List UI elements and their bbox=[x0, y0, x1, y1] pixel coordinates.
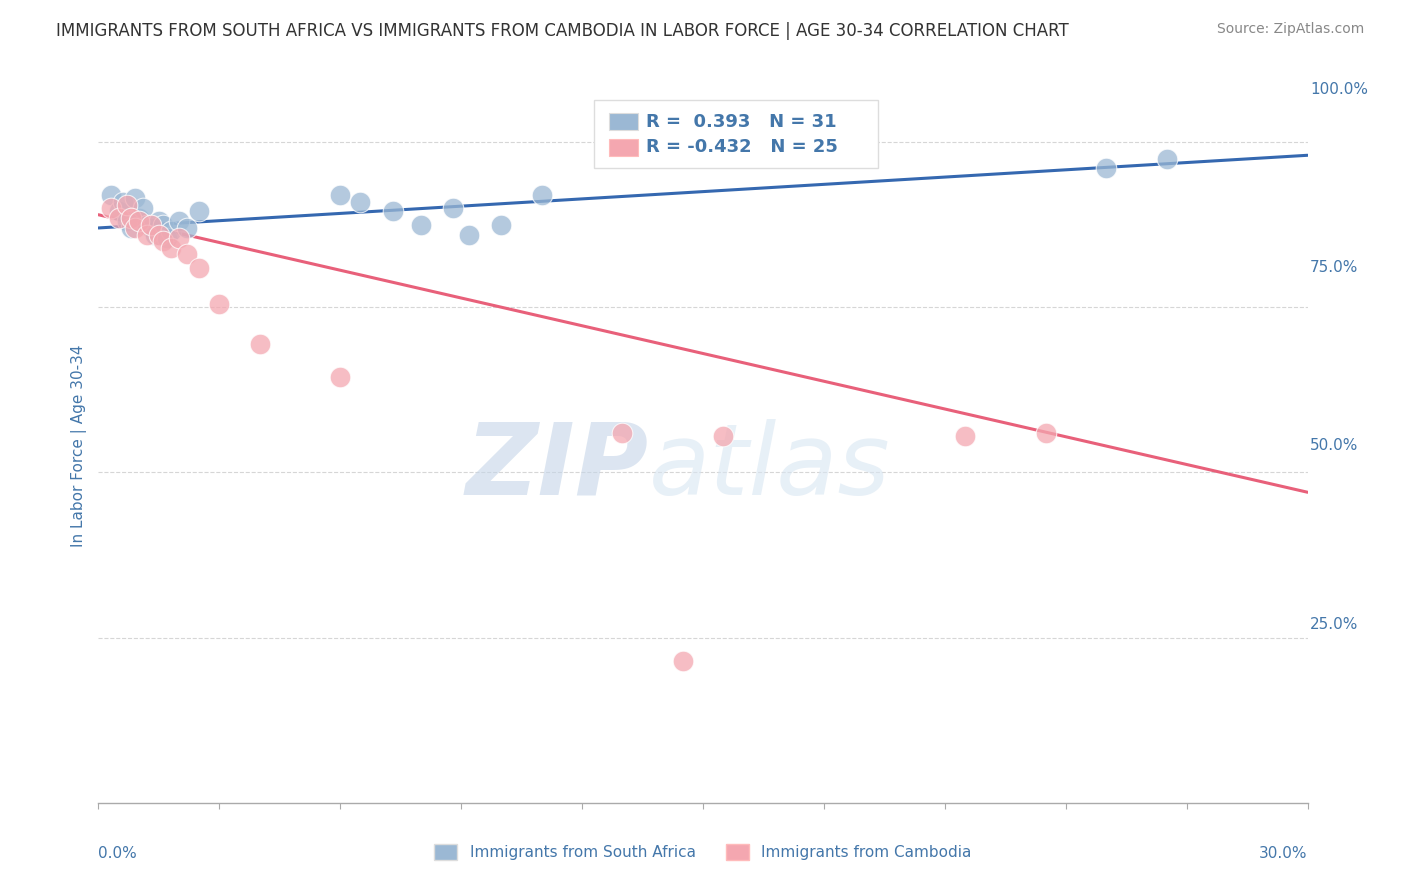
Text: R = -0.432   N = 25: R = -0.432 N = 25 bbox=[647, 138, 838, 156]
Point bbox=[612, 425, 634, 440]
FancyBboxPatch shape bbox=[609, 138, 638, 156]
Point bbox=[176, 221, 198, 235]
Point bbox=[458, 227, 481, 242]
Point bbox=[120, 211, 142, 225]
Text: ZIP: ZIP bbox=[465, 419, 648, 516]
Point bbox=[167, 231, 190, 245]
Point bbox=[208, 297, 231, 311]
Point bbox=[100, 188, 122, 202]
Text: atlas: atlas bbox=[648, 419, 890, 516]
Point bbox=[329, 188, 352, 202]
Point bbox=[148, 227, 170, 242]
Text: R =  0.393   N = 31: R = 0.393 N = 31 bbox=[647, 112, 837, 130]
Point bbox=[711, 429, 734, 443]
Point bbox=[139, 218, 162, 232]
Point bbox=[148, 214, 170, 228]
Point bbox=[135, 218, 157, 232]
Point bbox=[132, 201, 155, 215]
Point bbox=[176, 247, 198, 261]
Point bbox=[188, 204, 211, 219]
Point bbox=[152, 218, 174, 232]
Point bbox=[953, 429, 976, 443]
Text: IMMIGRANTS FROM SOUTH AFRICA VS IMMIGRANTS FROM CAMBODIA IN LABOR FORCE | AGE 30: IMMIGRANTS FROM SOUTH AFRICA VS IMMIGRAN… bbox=[56, 22, 1069, 40]
Text: 0.0%: 0.0% bbox=[98, 846, 138, 861]
Point bbox=[115, 214, 138, 228]
Legend: Immigrants from South Africa, Immigrants from Cambodia: Immigrants from South Africa, Immigrants… bbox=[429, 838, 977, 866]
Point bbox=[188, 260, 211, 275]
Point bbox=[135, 227, 157, 242]
Point bbox=[672, 654, 695, 668]
Point bbox=[441, 201, 464, 215]
Point bbox=[100, 201, 122, 215]
Point bbox=[139, 221, 162, 235]
Point bbox=[143, 227, 166, 242]
Point bbox=[1035, 425, 1057, 440]
Point bbox=[167, 214, 190, 228]
Point bbox=[409, 218, 432, 232]
Point bbox=[349, 194, 371, 209]
Point bbox=[124, 221, 146, 235]
Point bbox=[160, 241, 183, 255]
Point bbox=[381, 204, 404, 219]
Text: 50.0%: 50.0% bbox=[1310, 439, 1358, 453]
Point bbox=[160, 224, 183, 238]
Point bbox=[111, 194, 134, 209]
Point bbox=[128, 214, 150, 228]
Point bbox=[115, 198, 138, 212]
Text: 75.0%: 75.0% bbox=[1310, 260, 1358, 275]
FancyBboxPatch shape bbox=[609, 113, 638, 130]
Text: 30.0%: 30.0% bbox=[1260, 846, 1308, 861]
Point bbox=[1156, 152, 1178, 166]
Point bbox=[329, 369, 352, 384]
Y-axis label: In Labor Force | Age 30-34: In Labor Force | Age 30-34 bbox=[72, 344, 87, 548]
Text: 100.0%: 100.0% bbox=[1310, 82, 1368, 96]
Point bbox=[491, 218, 513, 232]
Text: Source: ZipAtlas.com: Source: ZipAtlas.com bbox=[1216, 22, 1364, 37]
Point bbox=[530, 188, 553, 202]
FancyBboxPatch shape bbox=[595, 100, 879, 168]
Point bbox=[156, 231, 179, 245]
Point bbox=[124, 191, 146, 205]
Point bbox=[107, 211, 129, 225]
Point bbox=[1095, 161, 1118, 176]
Point bbox=[107, 204, 129, 219]
Point bbox=[249, 336, 271, 351]
Point bbox=[152, 234, 174, 248]
Point bbox=[120, 221, 142, 235]
Point bbox=[128, 211, 150, 225]
Text: 25.0%: 25.0% bbox=[1310, 617, 1358, 632]
